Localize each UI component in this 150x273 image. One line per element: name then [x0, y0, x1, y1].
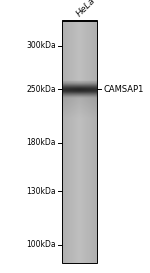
Text: CAMSAP1: CAMSAP1 — [103, 85, 143, 94]
Bar — [62, 20, 97, 263]
Text: HeLa: HeLa — [75, 0, 98, 18]
Text: 300kDa: 300kDa — [26, 41, 56, 50]
Text: 100kDa: 100kDa — [26, 240, 56, 249]
Text: 250kDa: 250kDa — [26, 85, 56, 94]
Text: 180kDa: 180kDa — [27, 138, 56, 147]
Text: 130kDa: 130kDa — [26, 187, 56, 196]
